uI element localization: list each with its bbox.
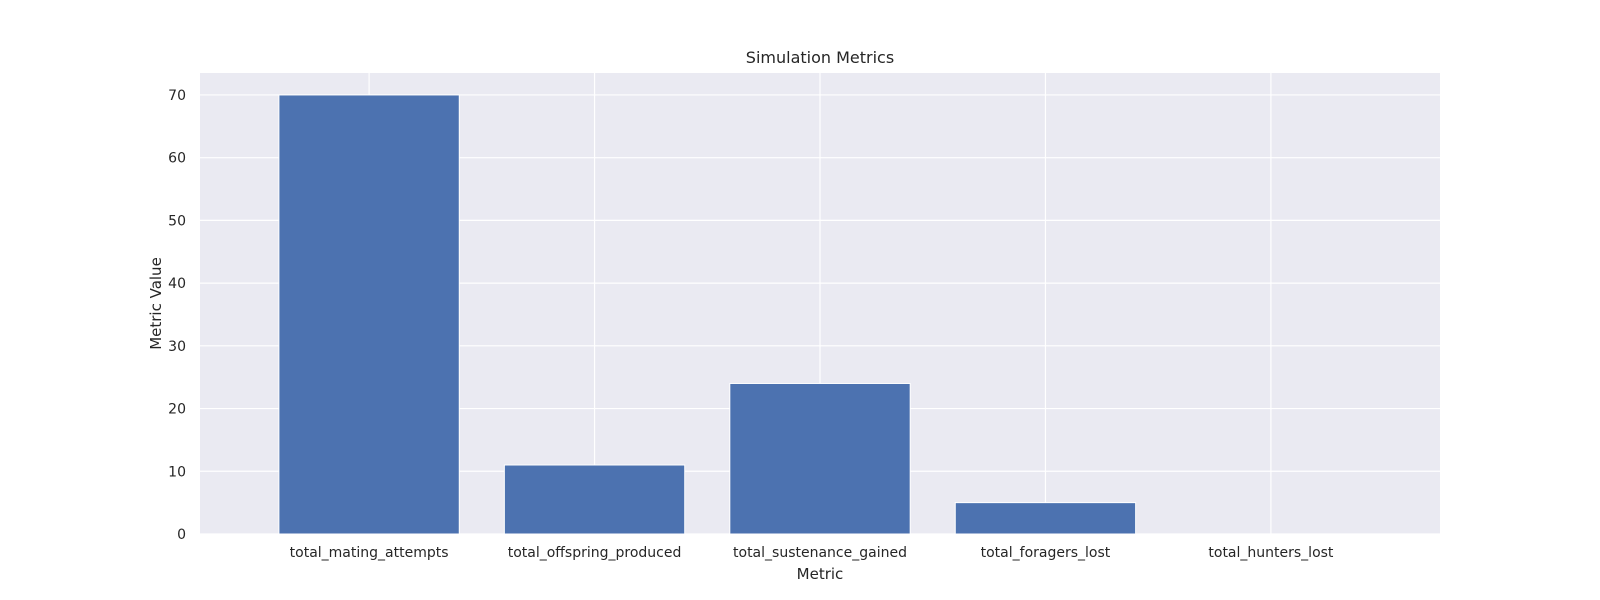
x-tick-label: total_foragers_lost [981, 545, 1111, 561]
bars [278, 94, 1137, 535]
chart-title: Simulation Metrics [746, 48, 894, 67]
y-tick-label: 30 [168, 339, 186, 355]
bar-total-foragers-lost [954, 502, 1137, 535]
x-tick-label: total_hunters_lost [1208, 545, 1334, 561]
x-axis-label: Metric [797, 565, 844, 583]
y-tick-label: 70 [168, 88, 186, 104]
x-tick-label: total_offspring_produced [508, 545, 682, 561]
y-tick-label: 60 [168, 151, 186, 167]
x-tick-label: total_mating_attempts [290, 545, 449, 561]
y-tick-label: 0 [177, 527, 186, 543]
x-axis-ticks: total_mating_attempts total_offspring_pro… [290, 545, 1334, 561]
y-tick-label: 10 [168, 464, 186, 480]
y-axis-label: Metric Value [147, 257, 165, 350]
y-axis-ticks: 0 10 20 30 40 50 60 70 [168, 88, 186, 543]
y-tick-label: 50 [168, 213, 186, 229]
y-tick-label: 20 [168, 402, 186, 418]
bar-total-mating-attempts [278, 94, 460, 535]
bar-total-sustenance-gained [729, 382, 911, 535]
bar-total-offspring-produced [503, 464, 686, 535]
x-tick-label: total_sustenance_gained [733, 545, 907, 561]
y-tick-label: 40 [168, 276, 186, 292]
